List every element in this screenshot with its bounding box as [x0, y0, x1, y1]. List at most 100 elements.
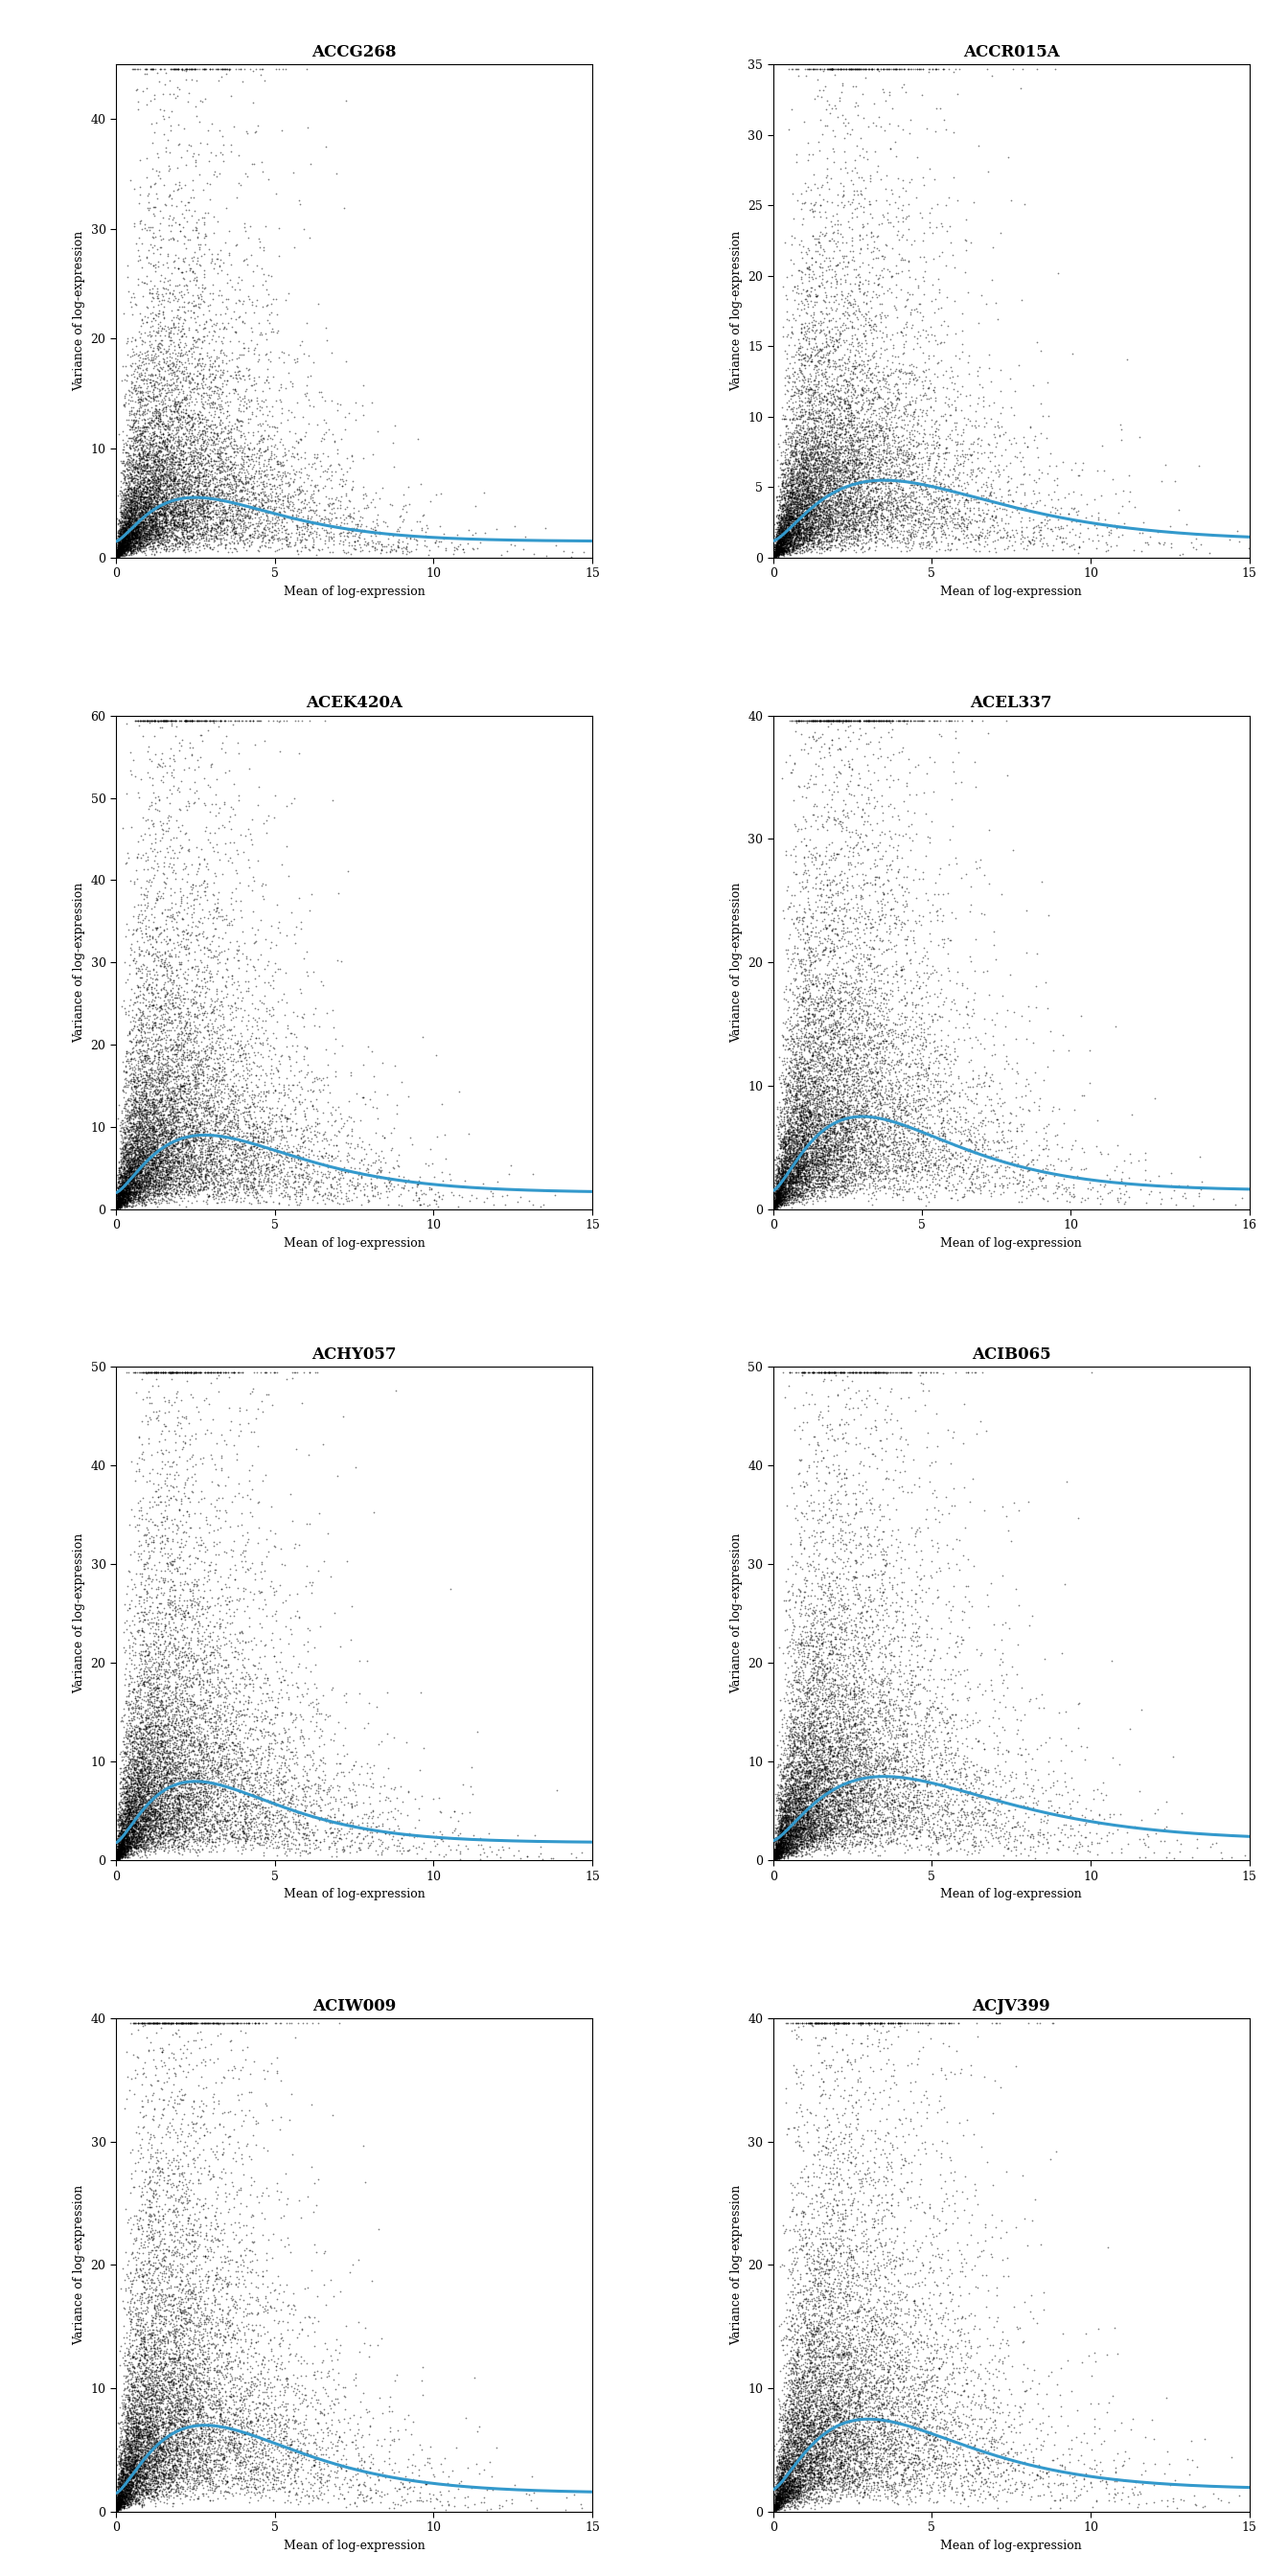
Point: [891, 2455, 912, 2496]
Point: [162, 907, 183, 948]
Point: [178, 482, 198, 523]
Point: [155, 1141, 175, 1182]
Point: [804, 1821, 824, 1862]
Point: [902, 420, 922, 461]
Point: [857, 1084, 877, 1126]
Point: [478, 1814, 498, 1855]
Point: [144, 456, 165, 497]
Point: [823, 2128, 844, 2169]
Point: [218, 2293, 238, 2334]
Point: [198, 368, 219, 410]
Point: [765, 1811, 786, 1852]
Point: [1064, 2470, 1084, 2512]
Point: [795, 2396, 815, 2437]
Point: [828, 2197, 849, 2239]
Point: [838, 1121, 859, 1162]
Point: [878, 1023, 899, 1064]
Point: [142, 1136, 162, 1177]
Point: [781, 528, 801, 569]
Point: [152, 1705, 173, 1747]
Point: [800, 368, 820, 410]
Point: [215, 1097, 236, 1139]
Point: [166, 1136, 187, 1177]
Point: [790, 1136, 810, 1177]
Point: [111, 1180, 131, 1221]
Point: [224, 1636, 245, 1677]
Point: [184, 1077, 205, 1118]
Point: [224, 487, 245, 528]
Point: [787, 2393, 808, 2434]
Point: [764, 1837, 784, 1878]
Point: [779, 526, 800, 567]
Point: [156, 1476, 176, 1517]
Point: [822, 492, 842, 533]
Point: [116, 2354, 137, 2396]
Point: [125, 1759, 146, 1801]
Point: [264, 1816, 285, 1857]
Point: [777, 1139, 797, 1180]
Point: [277, 2455, 298, 2496]
Point: [770, 1811, 791, 1852]
Point: [162, 1123, 183, 1164]
Point: [787, 2406, 808, 2447]
Point: [107, 1816, 128, 1857]
Point: [153, 1162, 174, 1203]
Point: [171, 2354, 192, 2396]
Point: [107, 2481, 128, 2522]
Point: [930, 1033, 951, 1074]
Point: [810, 2396, 831, 2437]
Point: [178, 1121, 198, 1162]
Point: [783, 2468, 804, 2509]
Point: [965, 2452, 985, 2494]
Point: [805, 2427, 826, 2468]
Point: [229, 500, 250, 541]
Point: [887, 371, 908, 412]
Point: [157, 1048, 178, 1090]
Point: [984, 1033, 1005, 1074]
Point: [774, 1790, 795, 1832]
Point: [175, 2416, 196, 2458]
Point: [124, 909, 144, 951]
Point: [806, 2414, 827, 2455]
Point: [848, 1723, 868, 1765]
Point: [818, 497, 838, 538]
Point: [817, 1752, 837, 1793]
Point: [781, 2468, 801, 2509]
Point: [147, 1146, 167, 1188]
Point: [109, 2385, 130, 2427]
Point: [169, 1162, 189, 1203]
Point: [139, 1090, 160, 1131]
Point: [855, 2450, 876, 2491]
Point: [813, 2439, 833, 2481]
Point: [140, 1819, 161, 1860]
Point: [129, 1826, 149, 1868]
Point: [876, 1747, 896, 1788]
Point: [800, 1777, 820, 1819]
Point: [165, 1757, 185, 1798]
Point: [851, 1736, 872, 1777]
Point: [122, 2434, 143, 2476]
Point: [768, 531, 788, 572]
Point: [252, 464, 273, 505]
Point: [112, 515, 133, 556]
Point: [170, 2290, 191, 2331]
Point: [291, 1383, 312, 1425]
Point: [782, 453, 802, 495]
Point: [792, 1149, 813, 1190]
Point: [783, 198, 804, 240]
Point: [211, 2367, 232, 2409]
Point: [1047, 2465, 1068, 2506]
Point: [908, 2354, 929, 2396]
Point: [218, 1018, 238, 1059]
Point: [831, 2445, 851, 2486]
Point: [120, 453, 140, 495]
Point: [191, 1710, 211, 1752]
Point: [800, 459, 820, 500]
Point: [265, 459, 286, 500]
Point: [933, 394, 953, 435]
Point: [179, 497, 200, 538]
Point: [826, 2414, 846, 2455]
Point: [885, 492, 905, 533]
Point: [173, 1512, 193, 1553]
Point: [890, 1041, 911, 1082]
